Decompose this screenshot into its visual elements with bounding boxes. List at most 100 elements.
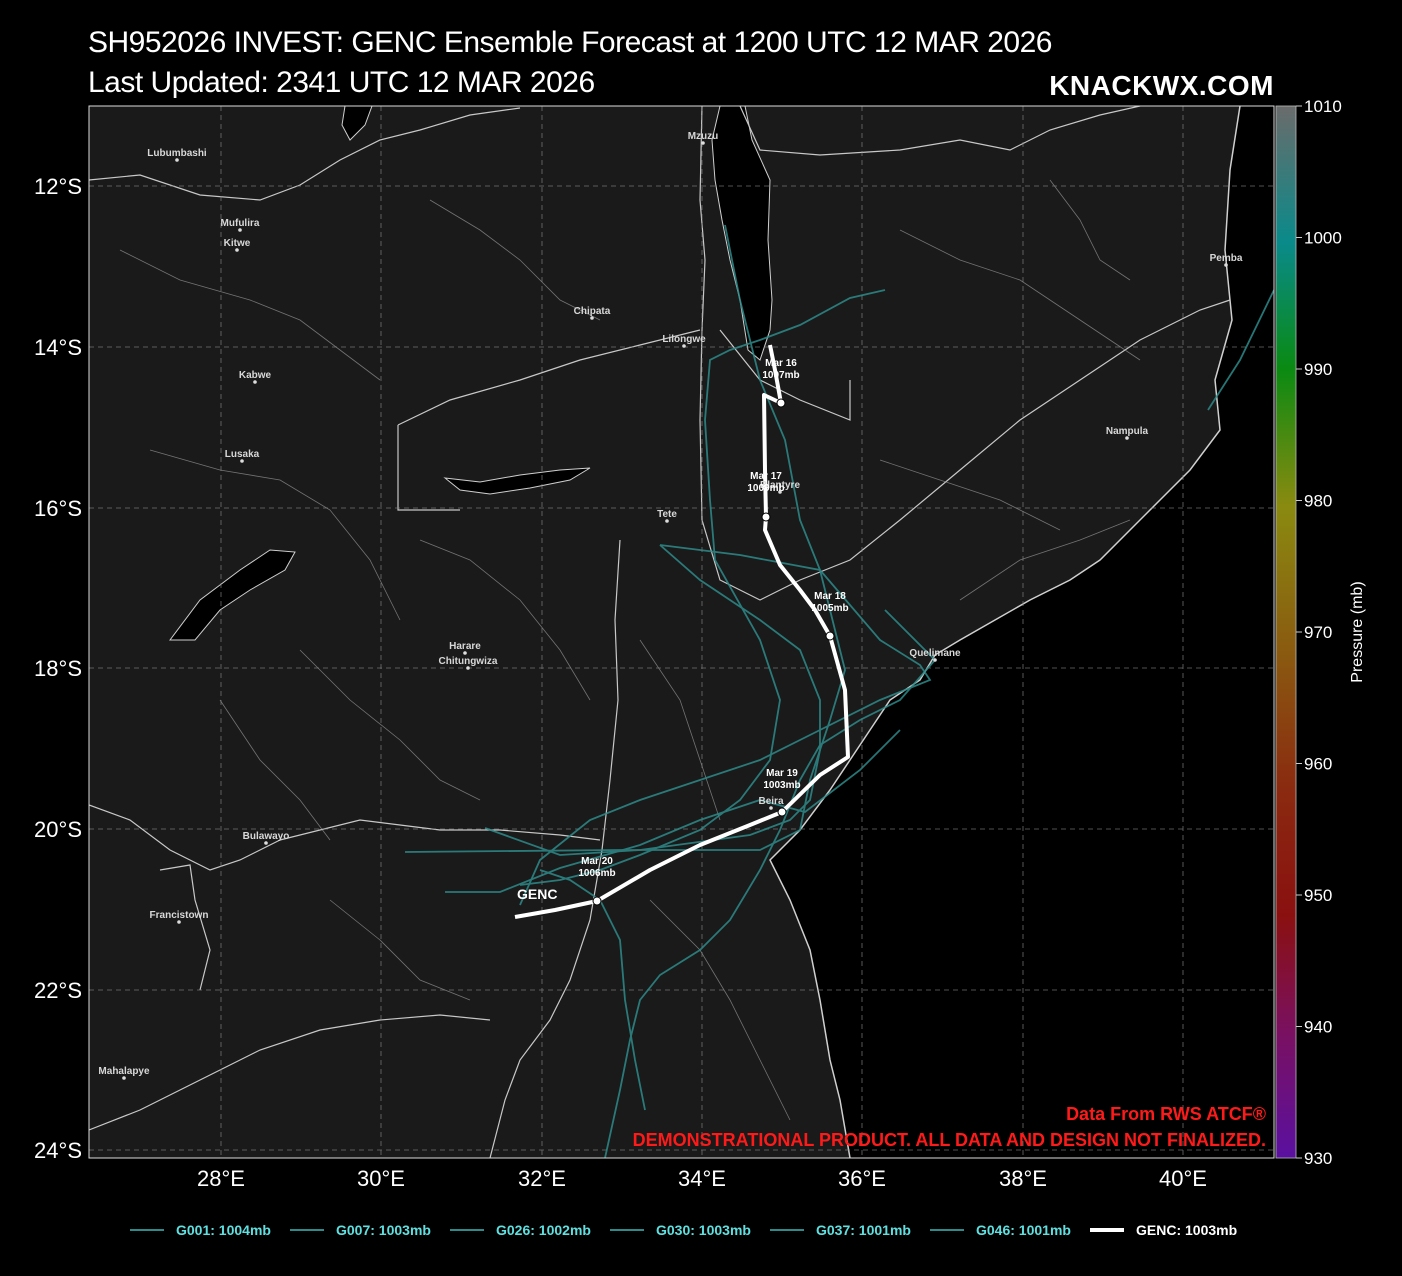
genc-track-points <box>592 398 835 906</box>
city-dot <box>1224 263 1228 267</box>
legend-item: G037: 1001mb <box>770 1222 911 1238</box>
province-boundaries <box>119 179 1141 1121</box>
legend-item: GENC: 1003mb <box>1090 1222 1237 1238</box>
legend-label: G001: 1004mb <box>176 1222 271 1238</box>
city-dot <box>177 920 181 924</box>
legend-label: G030: 1003mb <box>656 1222 751 1238</box>
axis-labels: 28°E 30°E 32°E 34°E 36°E 38°E 40°E 12°S 14°S 16°S… <box>34 174 1207 1191</box>
city-dot <box>253 380 257 384</box>
city-dot <box>122 1076 126 1080</box>
legend-swatch <box>610 1229 644 1231</box>
city-dot <box>665 519 669 523</box>
track-pressure-label: 1006mb <box>578 868 615 879</box>
lat-label: 14°S <box>34 335 82 360</box>
track-g046 <box>484 544 821 856</box>
colorbar-tick: 980 <box>1304 492 1332 511</box>
country-borders <box>89 106 1231 1158</box>
city-dot <box>701 141 705 145</box>
brand-logo: KNACKWX.COM <box>1049 70 1274 101</box>
track-extra <box>445 729 901 893</box>
pressure-colorbar <box>1275 105 1297 1159</box>
page-title: SH952026 INVEST: GENC Ensemble Forecast … <box>88 26 1052 59</box>
city-label: Mahalapye <box>98 1066 150 1077</box>
track-date-label: Mar 20 <box>581 856 613 867</box>
legend-label: GENC: 1003mb <box>1136 1222 1238 1238</box>
legend-item: G030: 1003mb <box>610 1222 751 1238</box>
legend-swatch <box>290 1229 324 1231</box>
track-g001 <box>519 289 886 886</box>
lake-north <box>341 106 373 141</box>
city-dot <box>264 841 268 845</box>
city-dot <box>933 658 937 662</box>
legend-label: G037: 1001mb <box>816 1222 911 1238</box>
city-dot <box>238 228 242 232</box>
city-label: Mzuzu <box>688 131 719 142</box>
colorbar-tick: 1000 <box>1304 229 1342 248</box>
legend-swatch <box>450 1229 484 1231</box>
legend-swatch <box>1090 1228 1124 1232</box>
city-dot <box>682 344 686 348</box>
city-label: Beira <box>758 796 783 807</box>
city-label: Blantyre <box>760 480 800 491</box>
lat-label: 24°S <box>34 1138 82 1163</box>
city-dot <box>778 490 782 494</box>
legend-label: G026: 1002mb <box>496 1222 591 1238</box>
lat-label: 16°S <box>34 496 82 521</box>
legend-item: G046: 1001mb <box>930 1222 1071 1238</box>
city-markers: Lubumbashi Mufulira Kitwe Kabwe Lusaka Mzuzu C… <box>98 131 1243 1080</box>
last-updated: Last Updated: 2341 UTC 12 MAR 2026 <box>88 66 595 99</box>
city-dot <box>240 459 244 463</box>
colorbar-tick: 970 <box>1304 623 1332 642</box>
legend-item: G026: 1002mb <box>450 1222 591 1238</box>
track-pressure-label: 1009mb <box>747 483 784 494</box>
legend-swatch <box>770 1229 804 1231</box>
track-point-mar18 <box>825 631 835 641</box>
track-point-mar19 <box>777 807 787 817</box>
colorbar-tick: 950 <box>1304 886 1332 905</box>
legend-label: G007: 1003mb <box>336 1222 431 1238</box>
lon-label: 28°E <box>197 1166 245 1191</box>
track-g007 <box>404 224 846 853</box>
legend: G001: 1004mb G007: 1003mb G026: 1002mb G030… <box>130 1222 1330 1246</box>
map-frame <box>88 105 1275 1159</box>
city-label: Chipata <box>574 306 611 317</box>
colorbar-tick: 960 <box>1304 755 1332 774</box>
city-label: Lusaka <box>225 449 260 460</box>
lat-label: 12°S <box>34 174 82 199</box>
gridlines <box>89 106 1274 1158</box>
colorbar-tick: 990 <box>1304 360 1332 379</box>
city-dot <box>235 248 239 252</box>
track-date-label: Mar 16 <box>765 358 797 369</box>
lon-label: 32°E <box>518 1166 566 1191</box>
coastline <box>769 106 1241 1158</box>
city-label: Harare <box>449 641 481 652</box>
track-g046b <box>539 869 646 1111</box>
legend-label: G046: 1001mb <box>976 1222 1071 1238</box>
city-label: Bulawayo <box>243 831 290 842</box>
city-label: Kitwe <box>224 238 251 249</box>
legend-swatch <box>130 1229 164 1231</box>
legend-item: G007: 1003mb <box>290 1222 431 1238</box>
lon-label: 38°E <box>999 1166 1047 1191</box>
track-point-mar20 <box>592 896 602 906</box>
track-date-label: Mar 19 <box>766 768 798 779</box>
city-dot <box>769 806 773 810</box>
lake-malawi <box>711 106 773 361</box>
city-label: Lubumbashi <box>147 148 207 159</box>
colorbar-label: Pressure (mb) <box>1349 581 1366 682</box>
track-pressure-label: 1003mb <box>763 780 800 791</box>
colorbar-tick: 940 <box>1304 1018 1332 1037</box>
track-pressure-label: 1005mb <box>811 603 848 614</box>
lat-label: 20°S <box>34 817 82 842</box>
lon-label: 30°E <box>357 1166 405 1191</box>
city-dot <box>466 666 470 670</box>
lon-label: 40°E <box>1159 1166 1207 1191</box>
track-point-mar16 <box>776 398 786 408</box>
track-g026 <box>519 544 932 906</box>
city-label: Mufulira <box>221 218 260 229</box>
city-dot <box>463 651 467 655</box>
track-g030 <box>604 609 937 1158</box>
track-date-label: Mar 17 <box>750 471 782 482</box>
